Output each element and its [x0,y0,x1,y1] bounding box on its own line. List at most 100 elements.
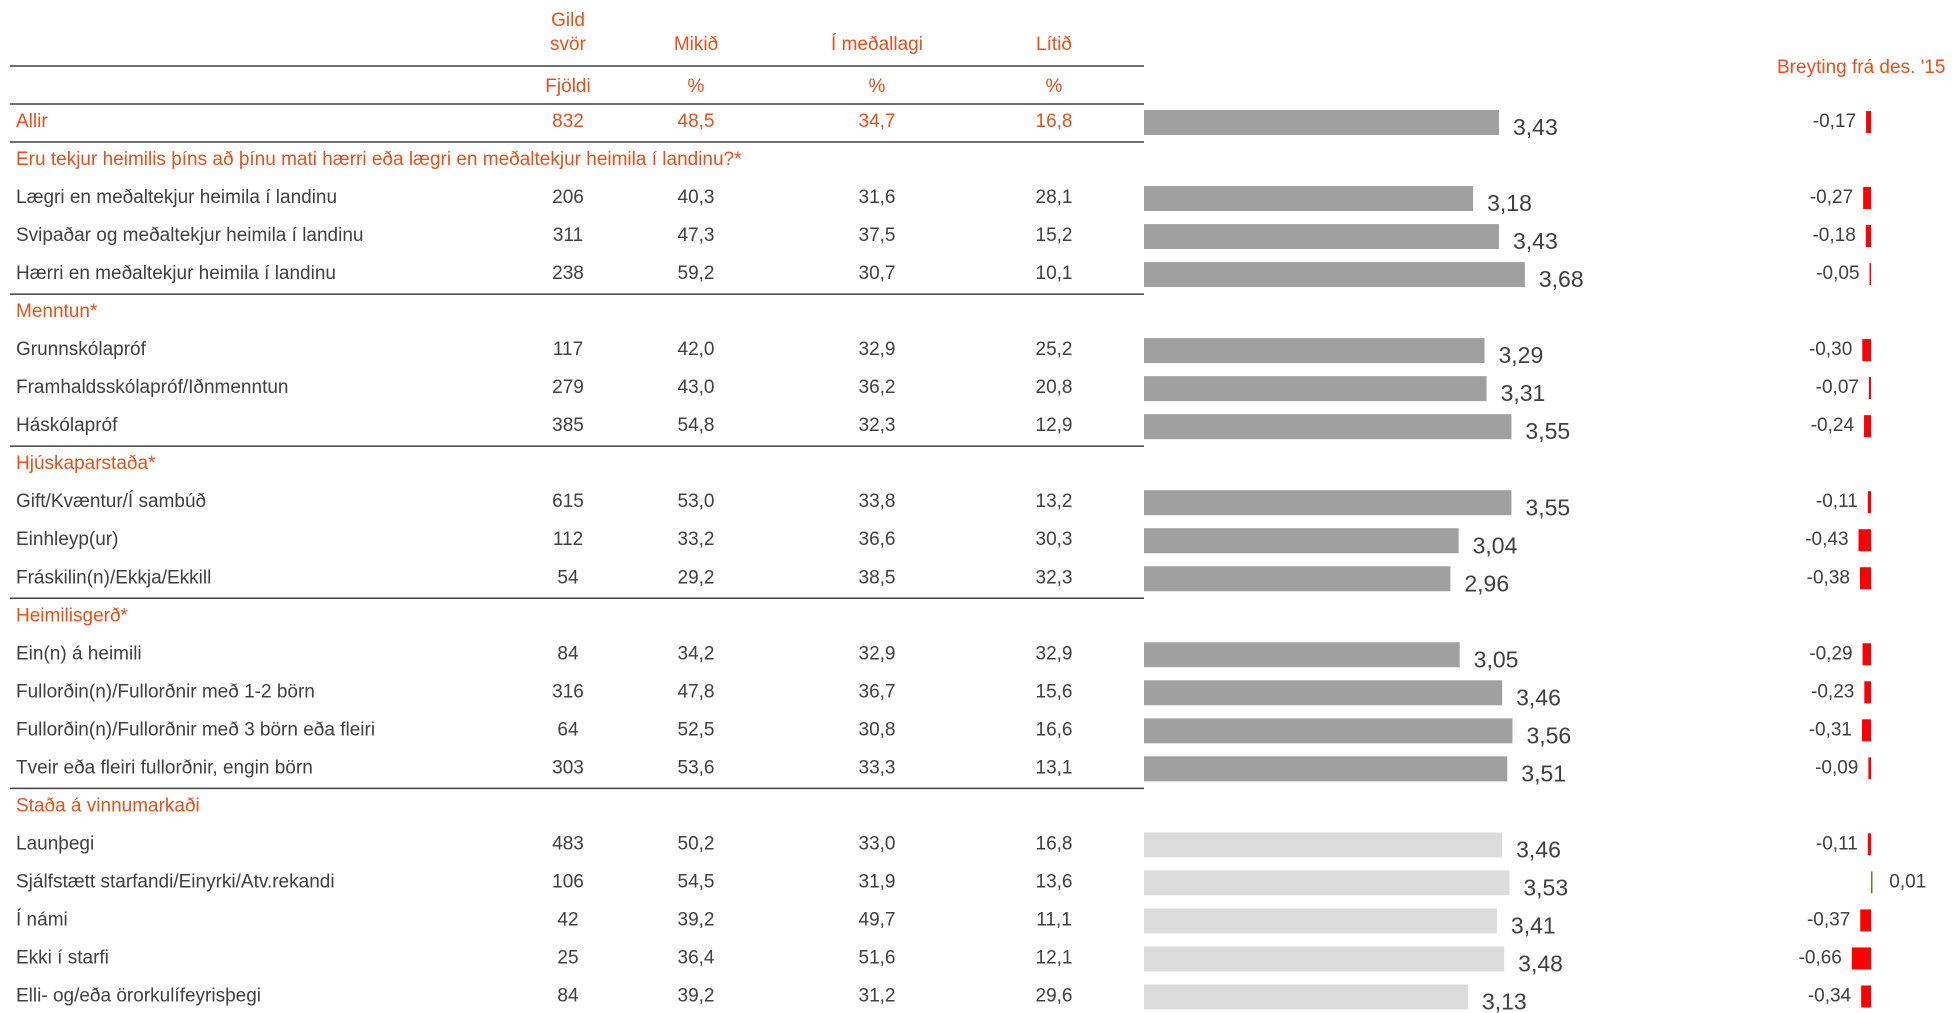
change-label: 0,01 [1889,871,1926,892]
cell: 32,9 [859,643,896,664]
cell: 117 [553,339,583,360]
cell: 28,1 [1036,187,1073,208]
mean-label: 3,29 [1499,342,1544,368]
cell: 47,3 [678,225,715,246]
cell: 50,2 [678,833,715,854]
change-bar [1864,415,1871,438]
change-label: -0,23 [1811,681,1854,702]
mean-bar [1144,718,1513,744]
cell: 16,6 [1036,719,1073,740]
cell: 30,8 [859,719,896,740]
cell: 615 [552,491,584,512]
cell: 33,0 [859,833,896,854]
change-label: -0,43 [1805,529,1848,550]
change-label: -0,34 [1808,985,1852,1006]
mean-label: 3,46 [1516,684,1561,710]
change-bar [1862,339,1871,362]
header-medal: Í meðallagi [831,34,923,55]
change-title: Breyting frá des. '15 [1777,57,1945,78]
mean-label: 3,55 [1525,418,1570,444]
row-label: Fullorðin(n)/Fullorðnir með 3 börn eða f… [16,719,375,740]
cell: 311 [553,225,583,246]
row-label: Svipaðar og meðaltekjur heimila í landin… [16,225,363,246]
cell: 34,2 [678,643,715,664]
cell: 31,6 [859,187,896,208]
group-title: Menntun* [16,301,98,322]
mean-bar [1144,414,1512,440]
row-label: Tveir eða fleiri fullorðnir, engin börn [16,757,313,778]
row-label: Háskólapróf [16,415,118,436]
cell: 112 [553,529,583,550]
cell: 206 [552,187,584,208]
cell: 42 [557,909,578,930]
group-title: Staða á vinnumarkaði [16,795,200,816]
change-label: -0,17 [1813,111,1856,132]
row-label: Í námi [16,909,68,930]
mean-label: 3,46 [1516,836,1561,862]
cell: 36,7 [859,681,896,702]
change-label: -0,11 [1816,833,1858,854]
cell: 33,8 [859,491,896,512]
cell: 25,2 [1036,339,1073,360]
header-n: svör [550,34,587,55]
cell: 51,6 [859,947,896,968]
change-bar [1851,947,1871,970]
mean-label: 3,51 [1521,760,1566,786]
header-mikid: Mikið [674,34,718,55]
change-bar [1866,111,1871,133]
change-label: -0,29 [1809,643,1852,664]
mean-label: 3,41 [1511,912,1556,938]
cell: 279 [552,377,584,398]
cell: 11,1 [1036,909,1072,930]
change-bar [1867,491,1871,514]
cell: 832 [552,111,584,132]
group-title: Eru tekjur heimilis þíns að þínu mati hæ… [16,149,742,170]
mean-bar [1144,338,1485,364]
mean-bar [1144,908,1497,934]
change-bar [1861,985,1871,1008]
cell: 30,7 [859,263,896,284]
unit: Fjöldi [545,76,590,97]
cell: 36,4 [678,947,715,968]
row-label: Elli- og/eða örorkulífeyrisþegi [16,985,261,1006]
cell: 38,5 [859,567,896,588]
change-label: -0,38 [1807,567,1850,588]
cell: 12,1 [1036,947,1073,968]
mean-label: 3,43 [1513,114,1558,140]
cell: 483 [552,833,584,854]
mean-label: 3,31 [1501,380,1546,406]
cell: 34,7 [859,111,896,132]
unit: % [688,76,705,97]
change-bar [1862,719,1871,742]
cell: 13,1 [1036,757,1073,778]
change-bar [1858,529,1871,552]
change-label: -0,27 [1810,187,1853,208]
change-bar [1865,225,1871,248]
mean-bar [1144,262,1525,288]
change-bar [1869,263,1872,286]
mean-bar [1144,984,1468,1010]
cell: 36,6 [859,529,896,550]
change-label: -0,11 [1816,491,1858,512]
change-label: -0,07 [1816,377,1859,398]
cell: 33,3 [859,757,896,778]
mean-label: 3,04 [1473,532,1518,558]
change-bar [1860,909,1871,932]
cell: 42,0 [678,339,715,360]
group-title: Heimilisgerð* [16,605,129,626]
change-bar [1862,643,1871,666]
cell: 53,6 [678,757,715,778]
change-label: -0,18 [1812,225,1855,246]
cell: 54,8 [678,415,715,436]
cell: 39,2 [678,909,715,930]
mean-label: 3,05 [1474,646,1519,672]
cell: 16,8 [1036,833,1073,854]
mean-bar [1144,224,1500,250]
cell: 20,8 [1036,377,1073,398]
row-label: Hærri en meðaltekjur heimila í landinu [16,263,336,284]
change-bar [1868,757,1871,780]
cell: 33,2 [678,529,715,550]
mean-bar [1144,110,1500,135]
unit: % [1046,76,1063,97]
